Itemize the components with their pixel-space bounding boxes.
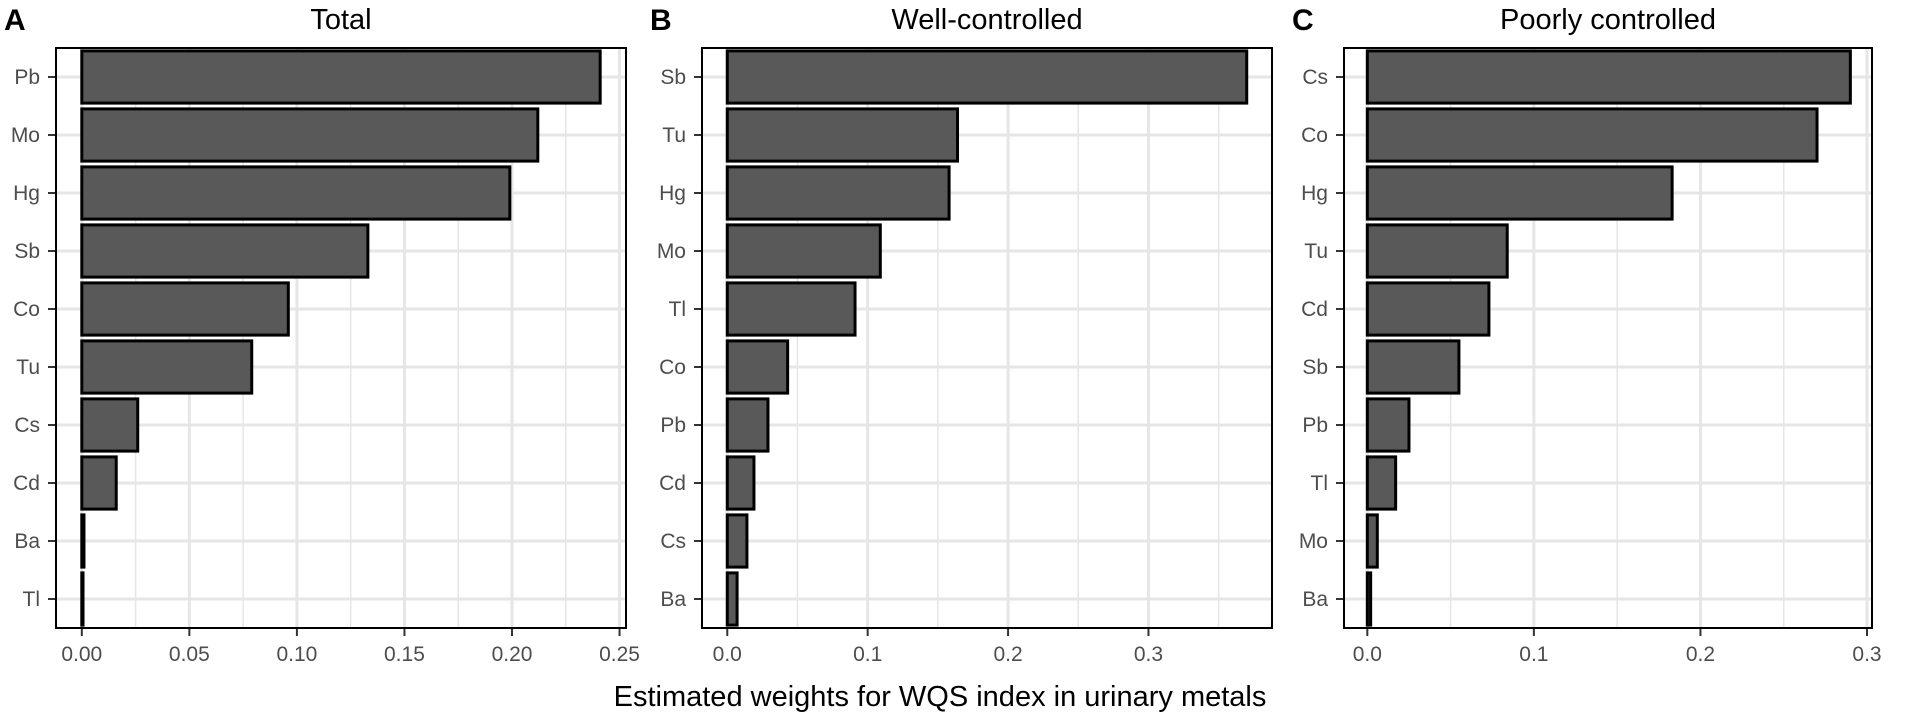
x-tick-label: 0.0 (1353, 643, 1382, 666)
category-label: Tu (1304, 240, 1328, 263)
category-label: Tl (23, 588, 41, 611)
bar-hg (80, 165, 512, 221)
x-tick-label: 0.10 (276, 643, 317, 666)
x-tick-label: 0.3 (1852, 643, 1881, 666)
category-label: Cs (14, 414, 40, 437)
x-tick-label: 0.2 (1686, 643, 1715, 666)
bar-sb (80, 223, 370, 279)
category-label: Sb (14, 240, 40, 263)
category-label: Cd (1301, 298, 1328, 321)
category-label: Cs (1302, 66, 1328, 89)
panel-title: Poorly controlled (1500, 4, 1716, 36)
bar-cd (725, 455, 756, 511)
category-label: Mo (657, 240, 686, 263)
x-tick-label: 0.1 (1519, 643, 1548, 666)
category-label: Co (659, 356, 686, 379)
panel-a: Pb Mo Hg Sb Co Tu Cs Cd Ba Tl 0.00 0.05 0.10 0.15 0.20… (4, 4, 640, 666)
x-tick-label: 0.2 (993, 643, 1022, 666)
bar-cs (80, 397, 140, 453)
panel-letter: B (650, 4, 672, 37)
bar-sb (1365, 339, 1461, 395)
category-label: Tl (1311, 472, 1329, 495)
panel-c: Cs Co Hg Tu Cd Sb Pb Tl Mo Ba 0.0 0.1 0.2 0.3 C Poorly … (1292, 4, 1882, 666)
bar-hg (1365, 165, 1674, 221)
bar-tu (1365, 223, 1509, 279)
panel-title: Total (310, 4, 371, 36)
bar-pb (725, 397, 770, 453)
category-label: Pb (1302, 414, 1328, 437)
bar-cs (1365, 49, 1852, 105)
category-label: Tu (16, 356, 40, 379)
x-tick-label: 0.20 (492, 643, 533, 666)
bar-sb (725, 49, 1249, 105)
plot-frame (1343, 47, 1873, 629)
bar-tl (1365, 455, 1398, 511)
bar-hg (725, 165, 951, 221)
bar-cd (1365, 281, 1491, 337)
category-label: Tu (662, 124, 686, 147)
plot-frame (55, 47, 627, 629)
x-tick-label: 0.3 (1134, 643, 1163, 666)
category-label: Cd (13, 472, 40, 495)
bar-tl (80, 571, 85, 627)
bar-mo (725, 223, 882, 279)
panel-letter: C (1292, 4, 1314, 37)
bar-co (1365, 107, 1819, 163)
category-label: Ba (660, 588, 686, 611)
category-label: Cd (659, 472, 686, 495)
category-label: Sb (660, 66, 686, 89)
category-label: Tl (669, 298, 687, 321)
panel-letter: A (4, 4, 26, 37)
bar-ba (725, 571, 739, 627)
x-tick-label: 0.05 (169, 643, 210, 666)
category-label: Mo (11, 124, 40, 147)
bar-ba (1365, 571, 1373, 627)
x-tick-label: 0.15 (384, 643, 425, 666)
category-label: Pb (660, 414, 686, 437)
category-label: Hg (659, 182, 686, 205)
category-label: Co (13, 298, 40, 321)
bar-cd (80, 455, 118, 511)
bar-ba (80, 513, 86, 569)
bar-tl (725, 281, 857, 337)
bar-co (80, 281, 290, 337)
bar-pb (80, 49, 602, 105)
category-label: Ba (1302, 588, 1328, 611)
bar-pb (1365, 397, 1411, 453)
x-tick-label: 0.00 (61, 643, 102, 666)
category-label: Co (1301, 124, 1328, 147)
x-axis-label: Estimated weights for WQS index in urina… (614, 681, 1267, 713)
category-label: Sb (1302, 356, 1328, 379)
category-label: Mo (1299, 530, 1328, 553)
bar-mo (80, 107, 540, 163)
panel-b: Sb Tu Hg Mo Tl Co Pb Cd Cs Ba 0.0 0.1 0.2 0.3 B Well-co… (650, 4, 1273, 666)
category-label: Pb (14, 66, 40, 89)
bar-mo (1365, 513, 1379, 569)
category-label: Ba (14, 530, 40, 553)
bar-cs (725, 513, 749, 569)
bar-tu (725, 107, 960, 163)
category-label: Hg (1301, 182, 1328, 205)
x-tick-label: 0.25 (599, 643, 640, 666)
bar-tu (80, 339, 254, 395)
plot-frame (701, 47, 1273, 629)
x-tick-label: 0.0 (713, 643, 742, 666)
category-label: Hg (13, 182, 40, 205)
x-tick-label: 0.1 (853, 643, 882, 666)
panel-title: Well-controlled (891, 4, 1082, 36)
category-label: Cs (660, 530, 686, 553)
bar-co (725, 339, 790, 395)
